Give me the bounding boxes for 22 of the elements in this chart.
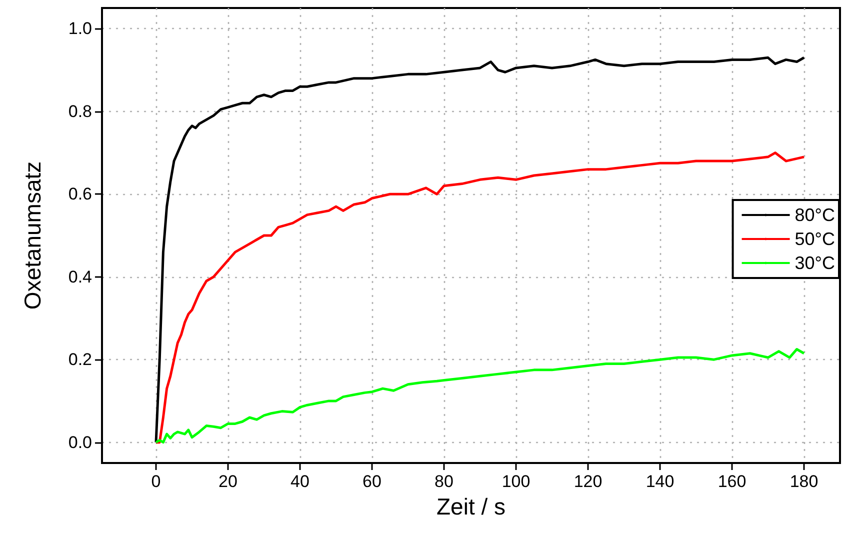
y-tick-label: 0.8 [68, 102, 92, 121]
legend-label: 50°C [794, 229, 835, 249]
x-tick-label: 140 [646, 472, 674, 491]
x-tick-label: 20 [218, 472, 238, 491]
y-tick-label: 0.0 [68, 432, 92, 452]
y-tick-label: 1.0 [68, 19, 92, 38]
y-tick-label: 0.2 [68, 350, 92, 370]
x-tick-label: 40 [290, 472, 310, 491]
legend-label: 80°C [794, 205, 835, 225]
x-tick-label: 160 [718, 472, 746, 491]
line-series [154, 348, 806, 444]
x-tick-label: 60 [362, 472, 382, 491]
legend-label: 30°C [794, 253, 835, 273]
x-tick-label: 180 [790, 472, 818, 491]
x-tick-label: 0 [151, 472, 161, 491]
x-tick-label: 120 [574, 472, 602, 491]
x-axis-title: Zeit / s [436, 494, 506, 520]
x-tick-label: 100 [502, 472, 530, 491]
y-tick-label: 0.6 [68, 184, 92, 204]
x-tick-label: 80 [434, 472, 454, 491]
y-tick-label: 0.4 [68, 267, 92, 286]
y-axis-title: Oxetanumsatz [20, 161, 46, 310]
